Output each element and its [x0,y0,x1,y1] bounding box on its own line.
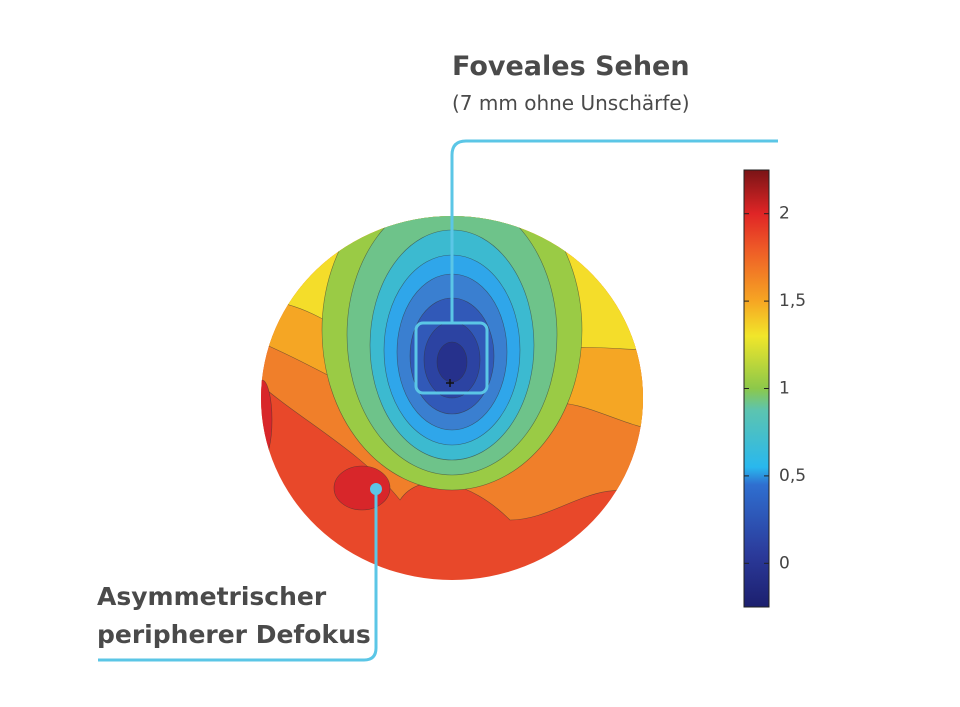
callout-line [98,489,378,662]
callouts [98,139,778,662]
tick-label: 1,5 [779,291,806,311]
callout-dot [370,483,382,495]
callout-line [450,139,778,323]
label-line: peripherer Defokus [97,620,371,649]
defocus-map [261,216,643,580]
tick-label: 2 [779,204,790,224]
tick-label: 1 [779,379,790,399]
tick-label: 0 [779,553,790,573]
label-subtitle: (7 mm ohne Unschärfe) [452,91,690,115]
fovea-box [414,321,489,395]
colorbar-ticks: 0 0,5 1 1,5 2 [744,204,806,573]
label-title: Foveales Sehen [452,51,690,82]
label-line: Asymmetrischer [97,582,327,611]
tick-label: 0,5 [779,466,806,486]
